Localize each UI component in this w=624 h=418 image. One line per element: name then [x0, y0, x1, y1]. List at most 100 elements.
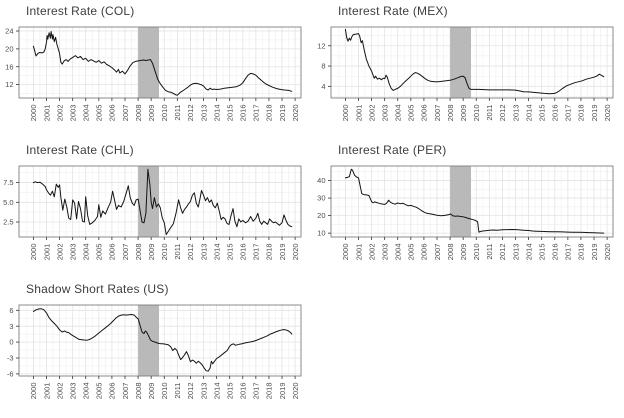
- x-tick-label: 2006: [108, 383, 117, 400]
- x-tick-label: 2007: [121, 244, 130, 261]
- x-tick-label: 2018: [265, 244, 274, 261]
- x-tick-label: 2003: [380, 244, 389, 261]
- x-tick-label: 2016: [551, 244, 560, 261]
- y-tick-label: 8: [321, 62, 325, 71]
- x-tick-label: 2004: [394, 105, 403, 122]
- x-tick-label: 2013: [511, 244, 520, 261]
- y-tick-label: 20: [5, 44, 13, 53]
- x-tick-label: 2009: [147, 105, 156, 122]
- x-tick-label: 2012: [498, 105, 507, 122]
- x-tick-label: 2015: [537, 244, 546, 261]
- x-tick-label: 2015: [225, 244, 234, 261]
- x-tick-label: 2005: [95, 244, 104, 261]
- x-tick-label: 2019: [278, 383, 287, 400]
- x-tick-label: 2010: [160, 105, 169, 122]
- x-tick-label: 2002: [367, 105, 376, 122]
- y-tick-label: 12: [5, 80, 13, 89]
- recession-band: [450, 166, 472, 237]
- plot-panel: [331, 166, 613, 237]
- x-tick-label: 2012: [186, 105, 195, 122]
- x-tick-label: 2018: [265, 383, 274, 400]
- x-tick-label: 2001: [42, 383, 51, 400]
- panel-border: [18, 165, 302, 238]
- x-tick-label: 2004: [82, 105, 91, 122]
- x-tick-label: 2014: [212, 244, 221, 261]
- chart-canvas-col: 2000 2001 2002 2003 2004 2005 2006 2007 2008 2009…: [5, 26, 302, 122]
- x-tick-label: 2016: [239, 244, 248, 261]
- y-tick-label: 20: [317, 211, 325, 220]
- x-tick-label: 2006: [108, 244, 117, 261]
- x-tick-label: 2011: [173, 244, 182, 260]
- y-tick-label: 40: [317, 176, 325, 185]
- y-tick-label: 3: [9, 322, 13, 331]
- x-tick-label: 2005: [95, 105, 104, 122]
- panel-border: [330, 165, 614, 238]
- x-tick-label: 2007: [121, 383, 130, 400]
- x-tick-label: 2017: [252, 383, 261, 400]
- panel-border: [330, 26, 614, 99]
- x-tick-label: 2006: [420, 104, 429, 121]
- x-tick-label: 2014: [524, 105, 533, 122]
- empty-cell: [312, 278, 624, 417]
- x-tick-label: 2013: [199, 105, 208, 122]
- x-tick-label: 2013: [199, 383, 208, 400]
- x-tick-label: 2004: [82, 383, 91, 400]
- x-tick-label: 2008: [446, 105, 455, 122]
- x-tick-label: 2020: [603, 244, 612, 261]
- recession-band: [450, 27, 472, 98]
- x-tick-label: 2008: [134, 244, 143, 261]
- y-tick-label: 0: [9, 338, 13, 347]
- x-tick-label: 2014: [212, 383, 221, 400]
- chart-title-us: Shadow Short Rates (US): [26, 282, 169, 296]
- panel-border: [18, 304, 302, 377]
- x-tick-label: 2007: [433, 104, 442, 121]
- plot-panel: [331, 27, 613, 98]
- x-tick-label: 2006: [108, 104, 117, 121]
- y-tick-label: 12: [317, 41, 325, 50]
- x-tick-label: 2014: [212, 105, 221, 122]
- x-tick-label: 2007: [433, 244, 442, 261]
- x-tick-label: 2005: [407, 244, 416, 261]
- chart-cell-interest-rate-col: Interest Rate (COL) 2000 2001 2002 2003 2004…: [0, 0, 312, 139]
- x-tick-label: 2016: [551, 105, 560, 122]
- x-tick-label: 2013: [199, 244, 208, 261]
- x-tick-label: 2009: [459, 244, 468, 261]
- x-tick-label: 2005: [95, 383, 104, 400]
- x-tick-label: 2000: [29, 105, 38, 122]
- x-tick-label: 2003: [68, 244, 77, 261]
- chart-title-per: Interest Rate (PER): [338, 143, 447, 157]
- x-tick-label: 2009: [147, 383, 156, 400]
- y-tick-label: 4: [321, 82, 325, 91]
- x-tick-label: 2018: [265, 105, 274, 122]
- series-line: [344, 29, 605, 95]
- x-tick-label: 2019: [278, 105, 287, 122]
- recession-band: [138, 305, 160, 376]
- x-tick-label: 2005: [407, 105, 416, 122]
- x-tick-label: 2000: [29, 244, 38, 261]
- x-tick-label: 2000: [341, 244, 350, 261]
- x-tick-label: 2004: [394, 244, 403, 261]
- series-line: [32, 308, 293, 372]
- y-tick-label: -3: [7, 354, 14, 363]
- x-tick-label: 2011: [173, 105, 182, 121]
- x-tick-label: 2004: [82, 244, 91, 261]
- x-tick-label: 2007: [121, 104, 130, 121]
- x-tick-label: 2020: [291, 244, 300, 261]
- x-tick-label: 2000: [341, 105, 350, 122]
- x-tick-label: 2002: [55, 244, 64, 261]
- x-tick-label: 2017: [564, 105, 573, 122]
- chart-canvas-chl: 2000 2001 2002 2003 2004 2005 2006 2007 2008 2009…: [3, 165, 302, 261]
- chart-title-chl: Interest Rate (CHL): [26, 143, 134, 157]
- x-tick-label: 2010: [160, 244, 169, 261]
- y-tick-label: 10: [317, 229, 325, 238]
- plot-panel: [19, 305, 301, 376]
- y-tick-label: 6: [9, 306, 13, 315]
- x-tick-label: 2019: [278, 244, 287, 261]
- recession-band: [138, 166, 160, 237]
- x-tick-label: 2014: [524, 244, 533, 261]
- x-tick-label: 2001: [42, 244, 51, 261]
- x-tick-label: 2001: [354, 105, 363, 122]
- x-tick-label: 2018: [577, 105, 586, 122]
- series-line: [32, 168, 293, 236]
